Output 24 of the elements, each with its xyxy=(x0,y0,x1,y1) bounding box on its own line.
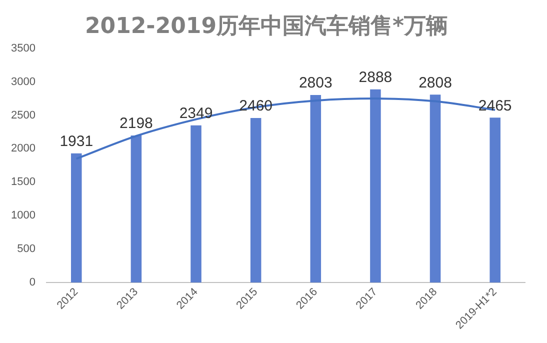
bar xyxy=(70,153,82,282)
bar xyxy=(430,94,441,282)
y-tick-label: 3000 xyxy=(10,76,36,88)
data-label: 2808 xyxy=(418,74,452,92)
y-tick-label: 0 xyxy=(29,276,36,289)
y-tick-label: 2000 xyxy=(10,142,36,155)
data-label: 1931 xyxy=(60,132,94,150)
data-label: 2465 xyxy=(478,97,512,114)
y-tick-label: 3500 xyxy=(10,42,36,54)
bar xyxy=(490,118,500,282)
y-tick-label: 500 xyxy=(17,243,36,256)
bar xyxy=(130,135,142,282)
y-tick-label: 2500 xyxy=(10,109,36,122)
data-label: 2198 xyxy=(120,115,153,132)
chart-title: 2012-2019历年中国汽车销售*万辆 xyxy=(84,12,448,39)
data-label: 2803 xyxy=(298,74,332,92)
data-label: 2349 xyxy=(179,105,213,122)
data-label: 2888 xyxy=(358,68,392,86)
y-tick-label: 1500 xyxy=(10,176,36,188)
bar xyxy=(370,89,381,282)
bar xyxy=(250,118,262,282)
bar xyxy=(190,125,202,282)
bar xyxy=(310,95,322,282)
y-tick-label: 1000 xyxy=(10,210,36,222)
